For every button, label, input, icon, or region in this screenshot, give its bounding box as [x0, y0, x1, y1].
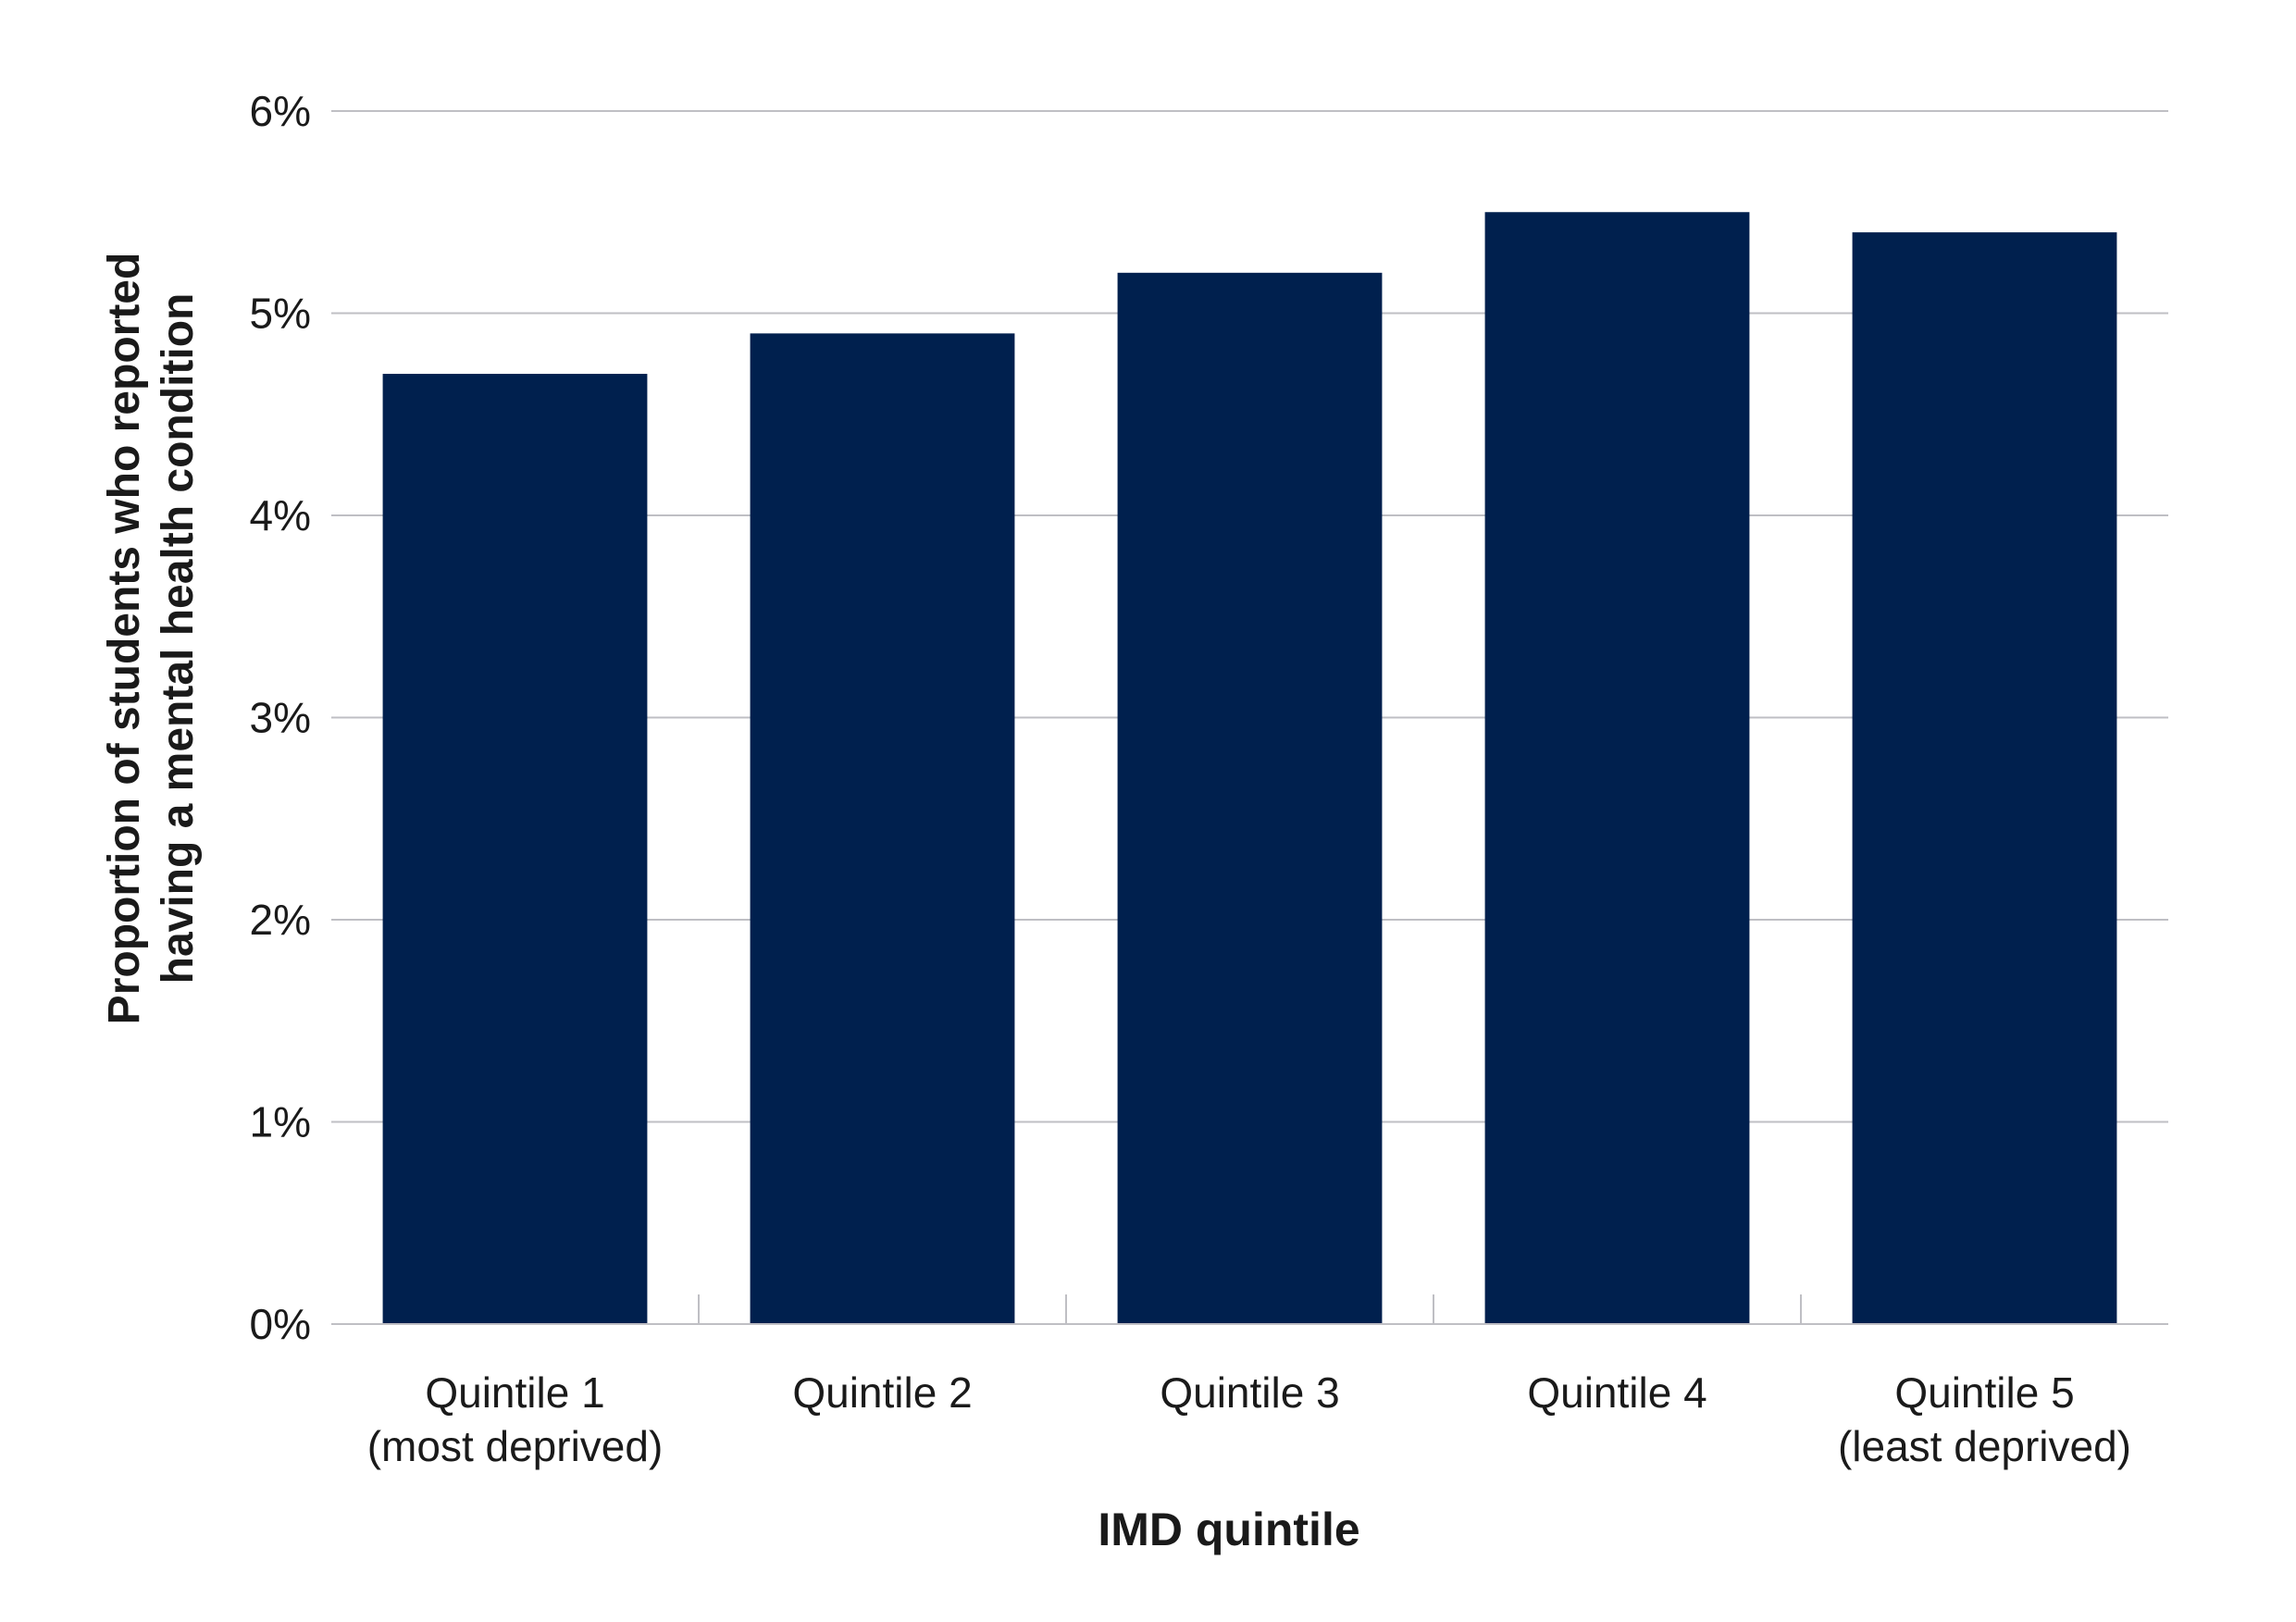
x-axis: [331, 1294, 2168, 1325]
y-tick-label: 1%: [250, 1098, 311, 1146]
y-tick-label: 5%: [250, 290, 311, 338]
x-tick-label: Quintile 1 (most deprived): [367, 1368, 664, 1470]
bar-2: [750, 333, 1015, 1325]
x-tick-label-line: Quintile 3: [1160, 1368, 1339, 1417]
x-tick-label: Quintile 2: [792, 1368, 972, 1417]
x-tick-label-line: Quintile 2: [792, 1368, 972, 1417]
x-tick-label-line: Quintile 4: [1527, 1368, 1706, 1417]
y-axis-label: Proportion of students who reported havin…: [100, 253, 203, 1025]
y-axis-label-text: Proportion of students who reported havin…: [100, 253, 203, 1025]
x-tick-label-line: (most deprived): [367, 1422, 664, 1470]
y-tick-label: 3%: [250, 694, 311, 742]
y-axis-label-line: Proportion of students who reported: [100, 253, 149, 1025]
x-axis-tick-labels: Quintile 1 (most deprived) Quintile 2 Quint…: [367, 1368, 2131, 1470]
bar-5: [1852, 232, 2117, 1325]
bars: [382, 212, 2117, 1325]
y-axis-tick-labels: 0% 1% 2% 3% 4% 5% 6%: [250, 87, 311, 1348]
y-tick-label: 4%: [250, 491, 311, 539]
y-axis-label-line: having a mental health condition: [154, 293, 203, 984]
bar-1: [382, 374, 648, 1324]
x-tick-label: Quintile 4: [1527, 1368, 1706, 1417]
x-axis-label: IMD quintile: [1098, 1504, 1359, 1555]
bar-3: [1117, 272, 1383, 1324]
x-tick-label-line: (least deprived): [1838, 1422, 2131, 1470]
x-tick-label-line: Quintile 1: [425, 1368, 604, 1417]
x-tick-label-line: Quintile 5: [1894, 1368, 2074, 1417]
x-tick-label: Quintile 5 (least deprived): [1838, 1368, 2131, 1470]
bar-4: [1484, 212, 1750, 1324]
y-tick-label: 2%: [250, 896, 311, 944]
y-tick-label: 0%: [250, 1300, 311, 1348]
y-tick-label: 6%: [250, 87, 311, 135]
x-tick-label: Quintile 3: [1160, 1368, 1339, 1417]
